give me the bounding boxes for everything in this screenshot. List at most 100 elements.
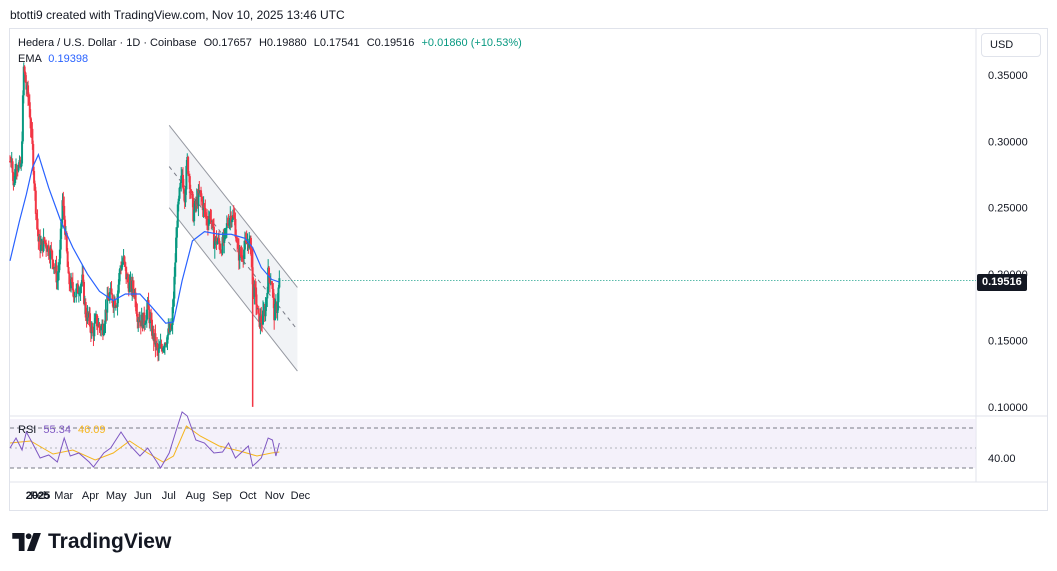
time-tick-label: Dec (291, 490, 311, 502)
candle-up (179, 183, 182, 188)
candle-down (260, 316, 263, 323)
candle-down (36, 218, 39, 230)
candle-down (138, 319, 141, 322)
candle-up (180, 175, 183, 184)
candle-down (239, 249, 242, 255)
candle-down (230, 215, 233, 223)
candle-down (68, 273, 71, 285)
candle-up (94, 318, 97, 324)
candle-up (166, 335, 169, 344)
candle-down (47, 245, 50, 256)
candle-down (23, 66, 26, 73)
candle-down (250, 254, 253, 268)
low-value: L0.17541 (313, 37, 360, 49)
candle-down (268, 267, 271, 277)
candle-down (204, 207, 207, 215)
candle-down (219, 250, 222, 252)
candle-up (14, 169, 17, 184)
symbol-legend: Hedera / U.S. Dollar · 1D · Coinbase O0.… (18, 35, 522, 67)
candle-up (213, 241, 216, 249)
candle-down (164, 343, 167, 345)
candle-down (29, 117, 32, 129)
candle-down (150, 319, 153, 336)
candle-up (119, 268, 122, 274)
candle-down (156, 342, 159, 348)
currency-button[interactable]: USD (981, 33, 1041, 57)
candle-down (147, 300, 150, 310)
candle-up (13, 183, 16, 186)
tradingview-logo-icon (12, 533, 41, 551)
candle-down (82, 274, 85, 282)
ema-value: 0.19398 (48, 53, 89, 65)
candle-down (52, 259, 55, 268)
candle-down (240, 254, 243, 256)
candle-up (104, 309, 107, 324)
candle-up (162, 347, 165, 352)
candle-down (143, 312, 146, 325)
rsi-label[interactable]: RSI (18, 424, 37, 436)
rsi-ma-value: 46.09 (78, 424, 106, 436)
candle-down (24, 72, 27, 83)
candle-up (100, 326, 103, 331)
candle-down (27, 85, 30, 98)
candle-down (182, 187, 185, 194)
candle-down (84, 302, 87, 318)
candle-up (79, 286, 82, 294)
candle-down (241, 255, 244, 259)
candle-down (45, 242, 48, 249)
candle-down (62, 200, 65, 206)
candle-down (271, 283, 274, 289)
candle-up (264, 306, 267, 317)
candle-down (33, 183, 36, 191)
candle-up (121, 262, 124, 265)
symbol-title[interactable]: Hedera / U.S. Dollar · 1D · Coinbase (18, 37, 197, 49)
candle-down (101, 324, 104, 336)
rsi-axis-label: 40.00 (988, 453, 1016, 465)
candle-down (245, 240, 248, 245)
rsi-band-fill (10, 419, 976, 468)
candle-down (136, 313, 139, 322)
price-tick-label: 0.35000 (988, 70, 1028, 82)
candle-up (171, 307, 174, 326)
candle-down (132, 288, 135, 293)
candle-down (270, 283, 273, 285)
candle-up (118, 273, 121, 285)
candle-up (21, 95, 24, 142)
candle-up (243, 249, 246, 259)
candle-down (255, 287, 258, 305)
candle-down (74, 296, 77, 298)
candle-up (172, 298, 175, 308)
candle-up (75, 288, 78, 297)
tradingview-logo[interactable]: TradingView (12, 530, 171, 554)
candle-up (80, 282, 83, 287)
open-value: O0.17657 (203, 37, 252, 49)
candle-up (216, 241, 219, 245)
candle-up (39, 244, 42, 251)
rsi-legend: RSI 55.34 46.09 (18, 424, 106, 436)
candle-down (187, 173, 190, 177)
candle-up (149, 318, 152, 324)
candle-down (150, 318, 153, 320)
candle-down (154, 333, 157, 347)
ema-label[interactable]: EMA (18, 53, 42, 65)
candle-down (268, 276, 271, 284)
candle-up (56, 280, 59, 283)
candle-up (193, 209, 196, 222)
candle-down (255, 304, 258, 309)
candle-down (212, 220, 215, 227)
candle-down (83, 281, 86, 304)
candle-down (160, 344, 163, 348)
candle-down (206, 216, 209, 225)
candle-down (63, 205, 66, 220)
candle-down (232, 215, 235, 218)
candle-up (78, 293, 81, 295)
candle-down (200, 196, 203, 200)
candle-up (57, 272, 60, 281)
time-tick-label: May (106, 490, 127, 502)
candle-down (187, 157, 190, 174)
candle-down (181, 174, 184, 188)
candle-down (132, 280, 135, 289)
time-tick-label: Mar (54, 490, 73, 502)
candle-up (145, 309, 148, 321)
